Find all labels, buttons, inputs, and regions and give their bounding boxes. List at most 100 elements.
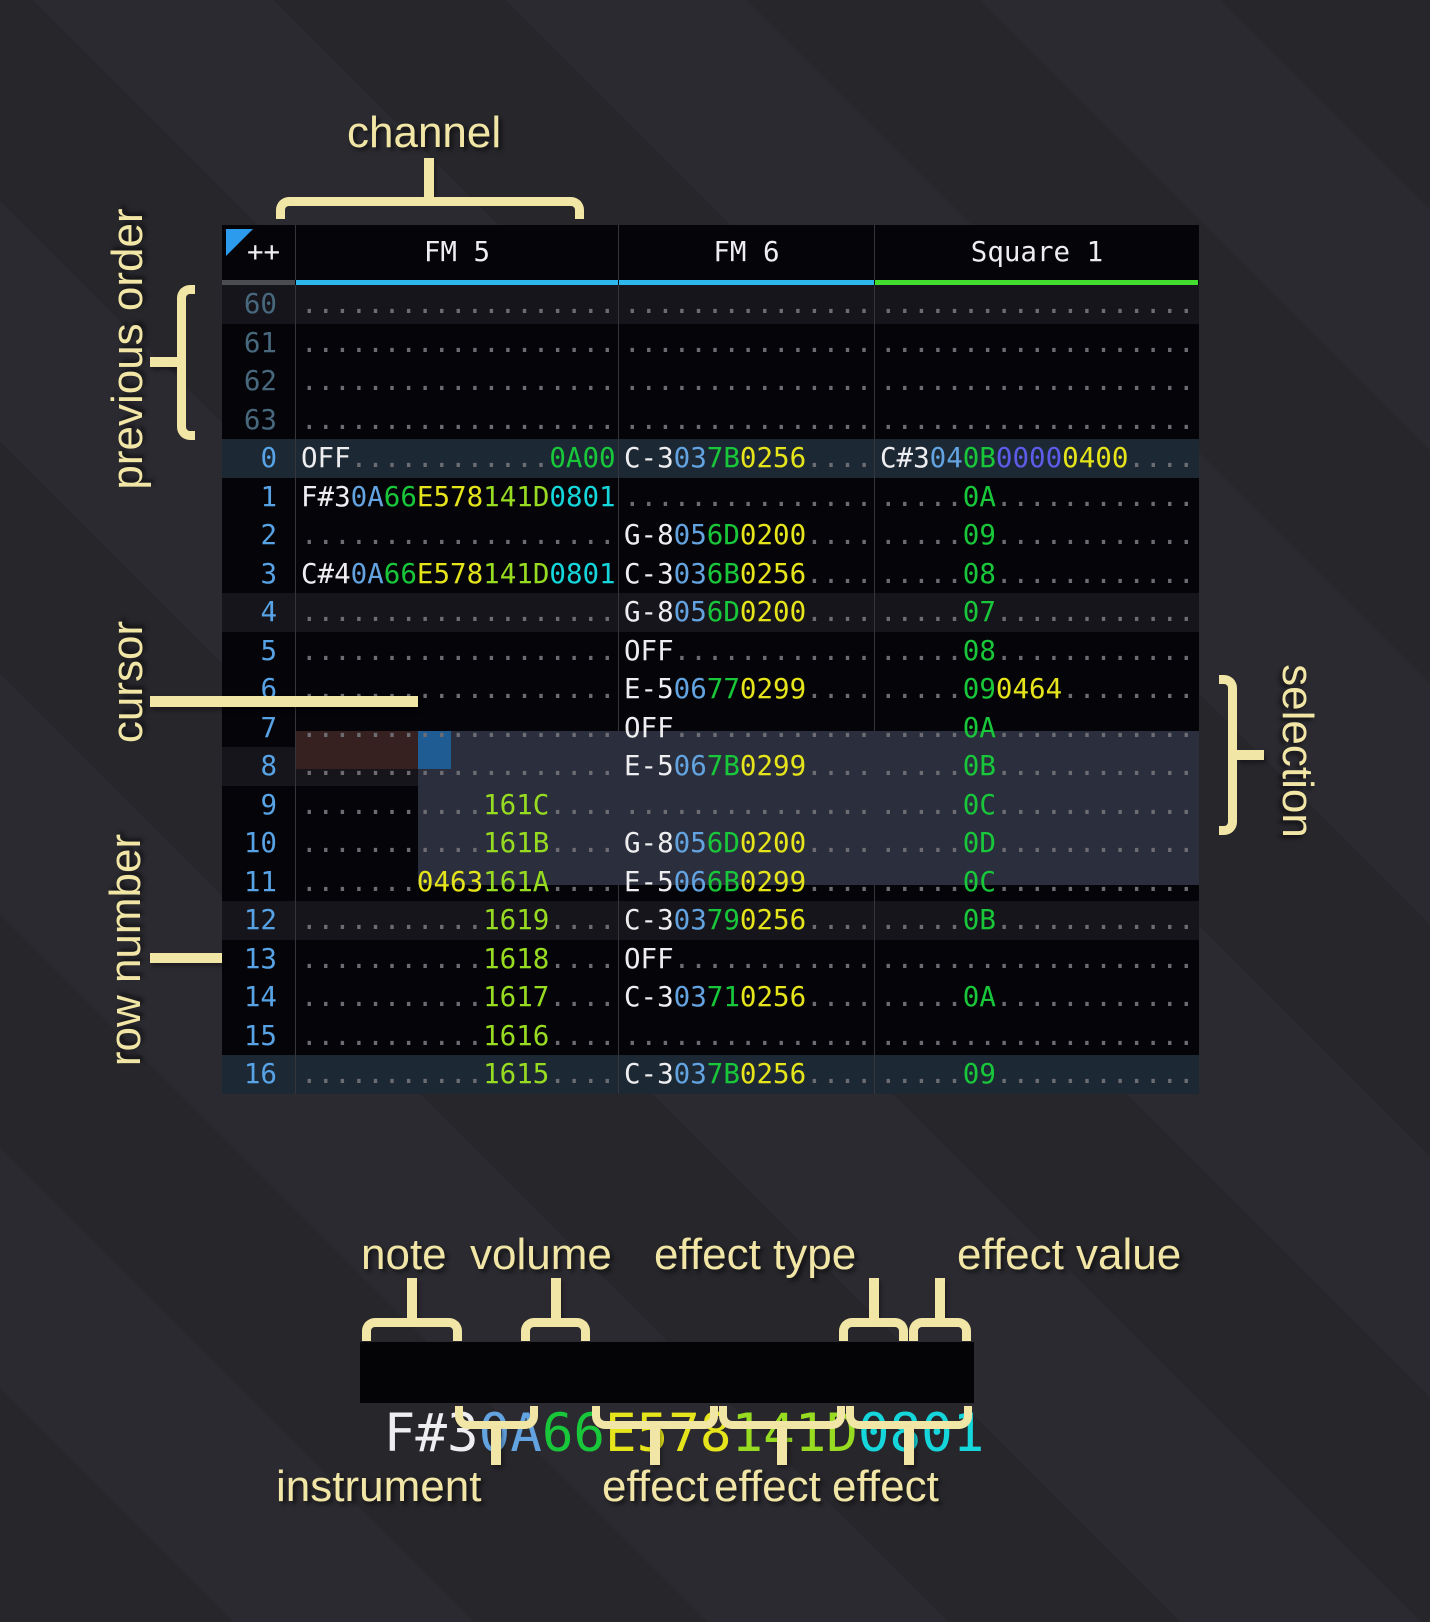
pattern-cell[interactable]: ............... [619,1016,875,1055]
vol-value: 0C [962,788,996,821]
pattern-cell[interactable]: ................... [875,285,1199,324]
fxl-value: 161A [483,865,550,898]
pattern-cell[interactable]: G-8056D0200.... [619,593,875,632]
ins-value: 03 [673,557,707,590]
pattern-cell[interactable]: ................... [875,1017,1199,1056]
empty-cells: .... [806,981,873,1013]
pattern-cell[interactable]: E-5066B0299.... [619,862,875,901]
pattern-cell[interactable]: C-3036B0256.... [619,554,875,593]
empty-cells: .... [806,1058,873,1090]
pattern-cell[interactable]: ............... [619,477,875,516]
pattern-cell[interactable]: E-506770299.... [619,670,875,709]
pattern-cell[interactable]: .....0C............ [875,786,1199,825]
empty-cells: ........... [301,1019,484,1052]
pattern-cell[interactable]: E-5067B0299.... [619,747,875,786]
empty-cells: ............... [624,326,873,359]
empty-cells: .... [806,673,873,705]
pattern-cell[interactable]: ................... [296,593,619,632]
empty-cells: ................... [880,288,1195,320]
pattern-cell[interactable]: G-8056D0200.... [619,824,875,863]
pattern-cell[interactable]: OFF............0A00 [296,439,619,478]
pattern-cell[interactable]: C#40A66E578141D0801 [296,554,619,593]
pattern-row: 13 ...........1618.... OFF................… [222,939,1199,979]
pattern-cell[interactable]: ................... [296,285,619,324]
pattern-cell[interactable]: OFF............ [619,708,875,747]
pattern-cell[interactable]: .....0A............ [875,978,1199,1017]
pattern-row: 1 F#30A66E578141D0801....................… [222,477,1199,517]
empty-cells: ................... [880,1019,1195,1052]
pattern-cell[interactable]: .......0463161A.... [296,862,619,901]
pattern-cell[interactable]: ................... [875,401,1199,440]
empty-cells: ............ [995,750,1195,782]
pattern-cell[interactable]: .....0B............ [875,747,1199,786]
pattern-cell[interactable]: ...........1616.... [296,1016,619,1055]
pattern-cell[interactable]: C-3037B0256.... [619,439,875,478]
empty-cells: ..... [880,1058,963,1090]
pattern-header: ++ FM 5 FM 6 Square 1 [222,225,1199,280]
empty-cells: ........ [1062,673,1195,705]
empty-cells: ............ [995,788,1195,821]
note-value: OFF [301,442,351,474]
pattern-cell[interactable]: C#3040B00000400.... [875,439,1199,478]
pattern-cell[interactable]: ............... [619,362,875,401]
pattern-cell[interactable]: ................... [875,324,1199,363]
pattern-cell[interactable]: ...........161B.... [296,824,619,863]
empty-cells: ............ [995,711,1195,744]
pattern-cell[interactable]: ...........1615.... [296,1055,619,1094]
pattern-cell[interactable]: ............... [619,400,875,439]
row-number: 2 [222,516,296,555]
pattern-cell[interactable]: .....0B............ [875,901,1199,940]
pattern-row: 0 OFF............0A00 C-3037B0256.... C#304… [222,439,1199,478]
pattern-cell[interactable]: ................... [296,631,619,670]
pattern-cell[interactable]: ...........1618.... [296,939,619,978]
pattern-cell[interactable]: C-303710256.... [619,978,875,1017]
fxl-value: 141D [483,557,550,590]
channel-header-fm6[interactable]: FM 6 [619,225,875,280]
pattern-cell[interactable]: ...........1617.... [296,978,619,1017]
pattern-cell[interactable]: ............... [619,285,875,324]
annotation-channel-brace [276,197,584,219]
pattern-cell[interactable]: .....0A............ [875,709,1199,748]
empty-cells: .... [549,1058,616,1090]
pattern-cell[interactable]: .....07............ [875,593,1199,632]
pattern-cell[interactable]: ................... [296,516,619,555]
pattern-cell[interactable]: C-303790256.... [619,901,875,940]
pattern-cell[interactable]: .....090464........ [875,670,1199,709]
pattern-cell[interactable]: ...........161C.... [296,785,619,824]
pattern-cell[interactable]: C-3037B0256.... [619,1055,875,1094]
pattern-cell[interactable]: ............... [619,323,875,362]
channel-header-square1[interactable]: Square 1 [970,236,1104,268]
empty-cells: ............ [995,557,1195,590]
fxy-value: 0200 [739,596,807,628]
empty-cells: .... [806,519,873,551]
annotation-instrument-brace [455,1406,538,1429]
annotation-instrument: instrument [276,1462,482,1511]
pattern-cell[interactable]: OFF............ [619,631,875,670]
pattern-cell[interactable]: .....08............ [875,555,1199,594]
pattern-cell[interactable]: ................... [296,400,619,439]
note-value: C-3 [624,1058,674,1090]
ins-value: 06 [673,865,707,898]
pattern-cell[interactable]: ................... [875,362,1199,401]
pattern-cell[interactable]: .....0C............ [875,863,1199,902]
pattern-cell[interactable]: .....0D............ [875,824,1199,863]
pattern-cell[interactable]: ................... [296,708,619,747]
pattern-cell[interactable]: ................... [296,362,619,401]
pattern-cell[interactable]: F#30A66E578141D0801 [296,477,619,516]
empty-cells: .... [549,827,616,859]
pattern-cell[interactable]: .....09............ [875,516,1199,555]
pattern-cell[interactable]: OFF............ [619,939,875,978]
pattern-cell[interactable]: ................... [296,747,619,786]
pattern-cell[interactable]: ............... [619,785,875,824]
channel-header-fm5[interactable]: FM 5 [296,225,619,280]
pattern-cell[interactable]: ................... [875,940,1199,979]
pattern-cell[interactable]: ...........1619.... [296,901,619,940]
empty-cells: ................... [301,288,616,320]
vol-value: 08 [962,557,996,590]
pattern-cell[interactable]: .....09............ [875,1055,1199,1094]
pattern-cell[interactable]: ................... [296,323,619,362]
pattern-cell[interactable]: .....0A............ [875,478,1199,517]
pattern-cell[interactable]: G-8056D0200.... [619,516,875,555]
vol-value: 0B [962,904,996,936]
pattern-cell[interactable]: .....08............ [875,632,1199,671]
